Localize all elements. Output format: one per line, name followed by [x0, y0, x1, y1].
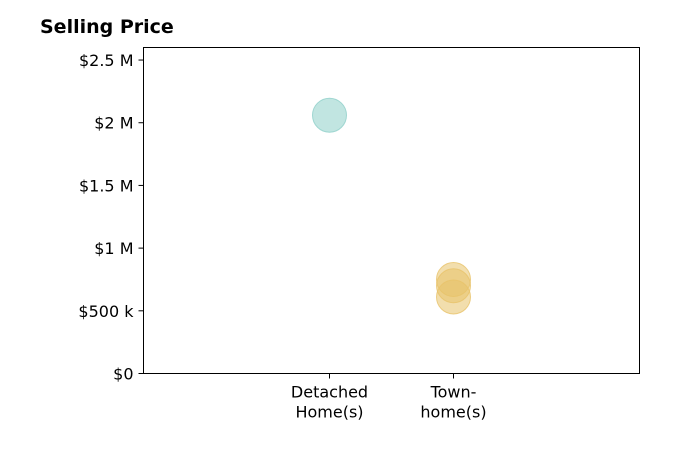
- y-tick-label: $500 k: [78, 302, 134, 321]
- plot-frame: [143, 47, 640, 374]
- data-point: [312, 97, 347, 133]
- points-layer: [312, 97, 471, 315]
- y-tick-label: $1 M: [94, 239, 133, 258]
- y-tick-label: $0: [113, 365, 133, 384]
- y-tick-label: $2.5 M: [79, 51, 134, 70]
- x-tick-label: Town-home(s): [420, 383, 486, 422]
- x-axis: Detached Home(s) Town-home(s): [291, 373, 487, 422]
- y-axis: $0 $500 k $1 M $1.5 M $2 M $2.5 M: [78, 51, 144, 384]
- chart-title: Selling Price: [40, 16, 174, 38]
- x-tick-label: Detached Home(s): [291, 383, 368, 422]
- y-tick-label: $2 M: [94, 114, 133, 133]
- data-point: [436, 279, 471, 315]
- y-tick-label: $1.5 M: [79, 176, 134, 195]
